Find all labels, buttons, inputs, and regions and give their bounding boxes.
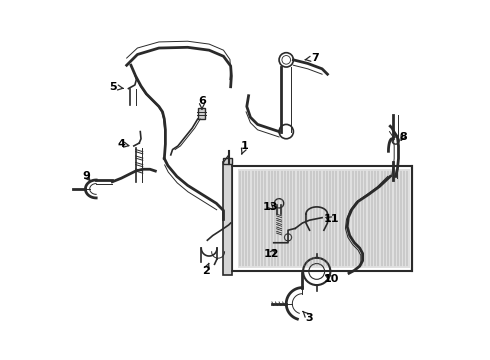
Text: 12: 12	[264, 248, 280, 258]
Text: 11: 11	[323, 215, 339, 224]
Text: 3: 3	[303, 311, 314, 323]
Text: 5: 5	[110, 82, 123, 92]
Bar	[232, 166, 412, 271]
Text: 8: 8	[399, 132, 407, 142]
Text: 13: 13	[263, 202, 278, 212]
Text: 4: 4	[117, 139, 129, 149]
Text: 9: 9	[82, 171, 91, 181]
Text: 1: 1	[241, 141, 249, 154]
Bar	[223, 158, 232, 164]
Text: 10: 10	[323, 274, 339, 284]
Bar	[223, 162, 232, 275]
Text: 6: 6	[198, 96, 206, 109]
Text: 7: 7	[305, 53, 319, 63]
Bar	[238, 169, 410, 268]
Bar	[197, 108, 205, 119]
Text: 2: 2	[202, 264, 209, 276]
